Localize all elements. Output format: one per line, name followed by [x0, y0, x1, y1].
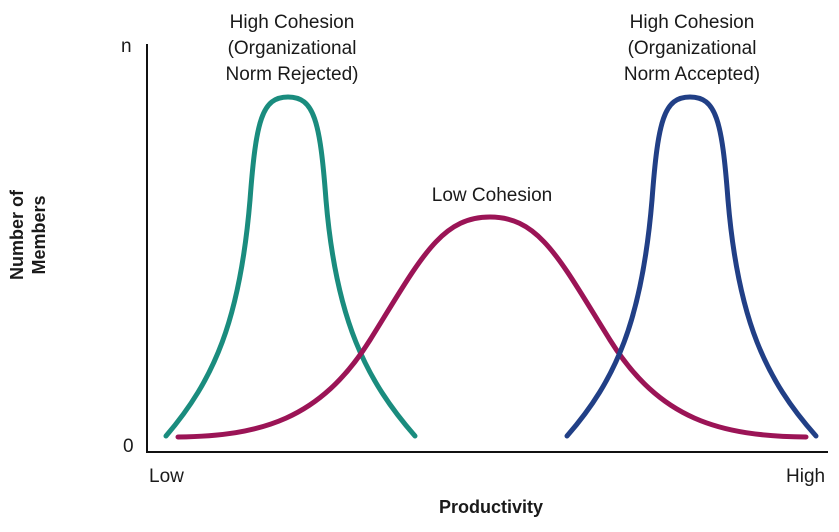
- curve-label-line: (Organizational: [627, 38, 757, 59]
- low-cohesion-curve: [175, 214, 809, 440]
- y-axis-zero-tick: 0: [123, 436, 134, 457]
- curve-label-norm-rejected: High Cohesion (Organizational Norm Rejec…: [225, 10, 358, 88]
- curve-label-line: Low Cohesion: [431, 185, 553, 206]
- curve-label-line: High Cohesion: [229, 12, 355, 33]
- high-cohesion-norm-rejected-curve: [163, 94, 418, 439]
- y-axis-label: Number of Members: [6, 190, 50, 280]
- y-axis-label-line: Number of: [7, 190, 27, 280]
- y-axis-label-line: Members: [29, 195, 49, 275]
- curve-label-line: Norm Rejected): [225, 64, 359, 85]
- curve-label-line: (Organizational: [227, 38, 357, 59]
- x-axis-label: Productivity: [438, 497, 544, 517]
- curve-label-low-cohesion: Low Cohesion: [432, 183, 552, 209]
- x-axis-high-tick: High: [786, 466, 826, 487]
- x-axis-low-tick: Low: [149, 466, 184, 487]
- y-axis-top-tick: n: [121, 36, 132, 57]
- high-cohesion-norm-accepted-curve: [564, 94, 819, 439]
- curve-label-line: High Cohesion: [629, 12, 755, 33]
- curve-label-norm-accepted: High Cohesion (Organizational Norm Accep…: [624, 10, 760, 88]
- curve-label-line: Norm Accepted): [623, 64, 761, 85]
